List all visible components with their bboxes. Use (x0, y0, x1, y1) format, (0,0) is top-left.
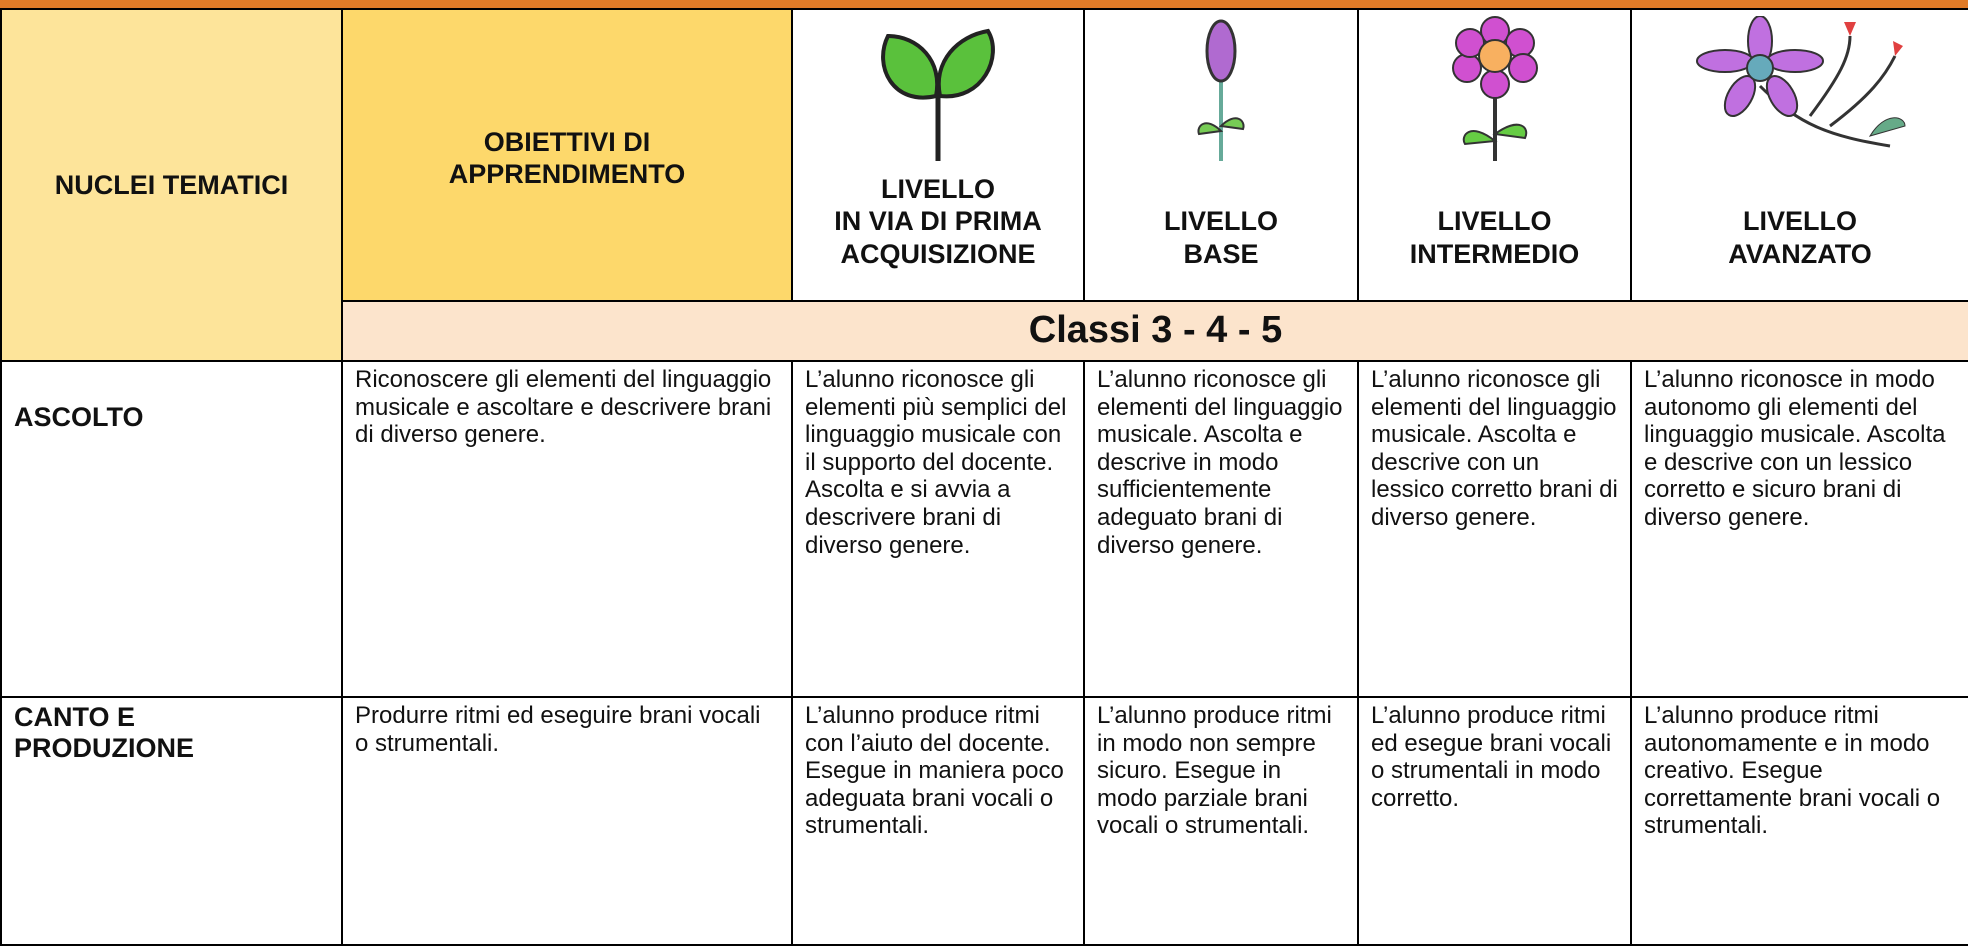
header-obiettivi: OBIETTIVI DI APPRENDIMENTO (341, 8, 793, 302)
level-label: LIVELLO BASE (1164, 206, 1278, 269)
header-nuclei: NUCLEI TEMATICI (0, 8, 343, 362)
cell: L’alunno produce ritmi con l’aiuto del d… (791, 696, 1085, 946)
cell: L’alunno riconosce gli elementi del ling… (1083, 360, 1359, 698)
big-flower-icon (1696, 16, 1906, 148)
cell: L’alunno produce ritmi ed esegue brani v… (1357, 696, 1632, 946)
cell: L’alunno riconosce in modo autonomo gli … (1630, 360, 1968, 698)
cell: L’alunno produce ritmi in modo non sempr… (1083, 696, 1359, 946)
header-level: LIVELLO IN VIA DI PRIMA ACQUISIZIONE (791, 8, 1085, 302)
header-level: LIVELLO AVANZATO (1630, 8, 1968, 302)
bud-icon (1197, 19, 1245, 161)
level-label: LIVELLO AVANZATO (1728, 206, 1872, 269)
cell: Produrre ritmi ed eseguire brani vocali … (341, 696, 793, 946)
row-heading: ASCOLTO (0, 360, 343, 698)
row-heading: CANTO E PRODUZIONE (0, 696, 343, 946)
cell: L’alunno riconosce gli elementi del ling… (1357, 360, 1632, 698)
flower-icon (1451, 16, 1538, 161)
top-border (0, 0, 1968, 8)
header-level: LIVELLO INTERMEDIO (1357, 8, 1632, 302)
cell: L’alunno produce ritmi autonomamente e i… (1630, 696, 1968, 946)
level-label: LIVELLO INTERMEDIO (1409, 206, 1580, 269)
cell: Riconoscere gli elementi del linguaggio … (341, 360, 793, 698)
rubric-table: NUCLEI TEMATICI OBIETTIVI DI APPRENDIMEN… (0, 8, 1968, 946)
sprout-icon (881, 28, 995, 161)
header-level: LIVELLO BASE (1083, 8, 1359, 302)
classi-row: Classi 3 - 4 - 5 (341, 300, 1968, 362)
level-label: LIVELLO IN VIA DI PRIMA ACQUISIZIONE (834, 173, 1042, 269)
cell: L’alunno riconosce gli elementi più semp… (791, 360, 1085, 698)
